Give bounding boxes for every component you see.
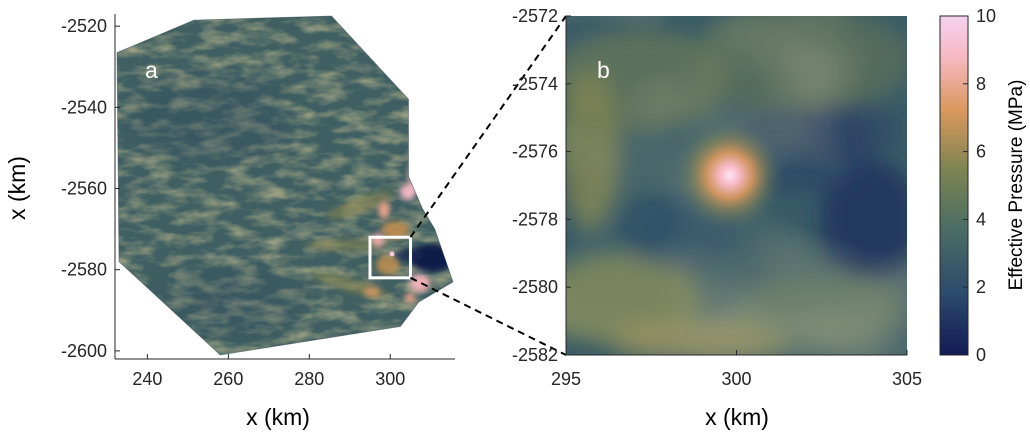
panel-b-y-tick-label: -2580 [512, 277, 558, 297]
panel-b-y-tick-label: -2576 [512, 142, 558, 162]
panel-a-x-tick-label: 240 [132, 369, 162, 389]
panel-b-x-tick-label: 295 [551, 369, 581, 389]
panel-b-y-tick-label: -2582 [512, 345, 558, 365]
panel-a-y-tick-label: -2520 [61, 16, 107, 36]
panel-a-letter: a [145, 57, 158, 83]
panel-b-y-tick-label: -2574 [512, 74, 558, 94]
panel-b-x-ticks: 295 300 305 [551, 350, 922, 389]
colorbar-tick-label: 2 [976, 277, 986, 297]
colorbar-tick-label: 8 [976, 74, 986, 94]
colorbar-tick-label: 0 [976, 345, 986, 365]
zoom-box [368, 235, 412, 280]
panel-a-x-ticks: 240 260 280 300 [132, 354, 405, 389]
panel-a-x-tick-label: 280 [294, 369, 324, 389]
panel-b: 295 300 305 -2572 -2574 -2576 -2578 -2580 -2582… [512, 6, 922, 430]
colorbar-label: Effective Pressure (MPa) [1006, 80, 1027, 291]
panel-a-x-tick-label: 300 [375, 369, 405, 389]
panel-b-y-tick-label: -2572 [512, 6, 558, 26]
panel-a-x-tick-label: 260 [213, 369, 243, 389]
panel-b-x-axis-label: x (km) [705, 404, 769, 430]
zoom-connector-top [409, 15, 567, 238]
panel-a-y-tick-label: -2540 [61, 97, 107, 117]
zoom-connector-bottom [410, 276, 567, 356]
colorbar: 0 2 4 6 8 10 Effective Pressure (MPa) [939, 6, 1027, 365]
colorbar-ticks: 0 2 4 6 8 10 [963, 6, 996, 365]
panel-b-heatmap [566, 16, 907, 355]
panel-a-x-axis-label: x (km) [246, 404, 310, 430]
panel-b-letter: b [597, 57, 610, 83]
panel-a-y-ticks: -2520 -2540 -2560 -2580 -2600 [61, 16, 120, 361]
panel-a-y-tick-label: -2600 [61, 341, 107, 361]
colorbar-tick-label: 10 [976, 6, 996, 26]
panel-a-y-tick-label: -2560 [61, 179, 107, 199]
panel-a-domain-outline [116, 15, 454, 356]
panel-a-y-tick-label: -2580 [61, 260, 107, 280]
panel-b-x-tick-label: 300 [721, 369, 751, 389]
panel-b-y-tick-label: -2578 [512, 209, 558, 229]
colorbar-gradient [939, 15, 969, 356]
colorbar-tick-label: 6 [976, 142, 986, 162]
colorbar-tick-label: 4 [976, 209, 986, 229]
panel-a-heatmap [117, 16, 453, 355]
panel-a: 240 260 280 300 -2520 -2540 -2560 -2580 -2600 a… [4, 14, 455, 430]
pressure-peak [674, 120, 785, 231]
panel-b-y-ticks: -2572 -2574 -2576 -2578 -2580 -2582 [512, 6, 571, 365]
panel-a-y-axis-label: x (km) [4, 156, 30, 220]
panel-b-x-tick-label: 305 [892, 369, 922, 389]
